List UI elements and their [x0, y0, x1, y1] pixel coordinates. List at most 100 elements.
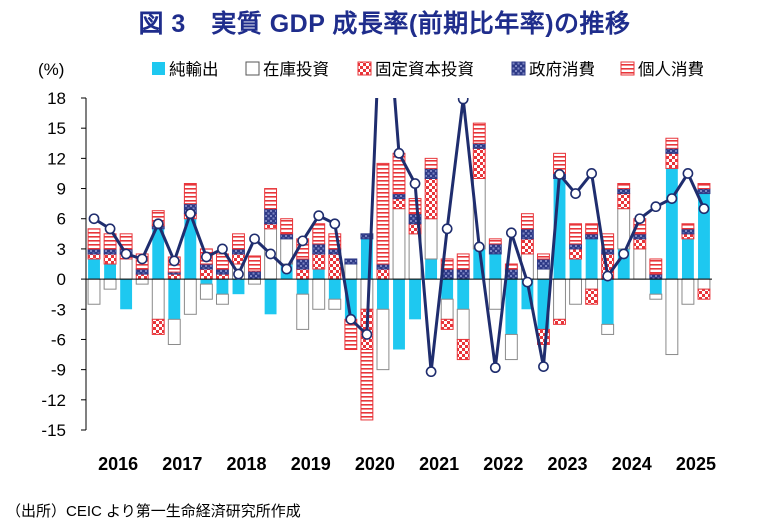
bar-fixed_investment: [392, 198, 406, 210]
bar-net_exports: [649, 279, 662, 295]
bar-fixed_investment: [553, 318, 566, 325]
gdp-point: [425, 366, 437, 378]
bar-government: [537, 258, 550, 270]
gdp-point: [554, 169, 565, 180]
bar-net_exports: [168, 279, 181, 320]
gdp-point: [698, 203, 710, 215]
x-tick-label: 2025: [676, 454, 716, 474]
chart-title: 図 3 実質 GDP 成長率(前期比年率)の推移: [138, 10, 631, 38]
bar-consumption: [569, 223, 583, 245]
bar-government: [296, 258, 310, 270]
bar-net_exports: [200, 279, 213, 285]
bar-government: [312, 243, 326, 255]
bar-consumption: [504, 263, 518, 270]
x-tick-label: 2018: [226, 454, 266, 474]
bar-government: [199, 263, 213, 270]
gdp-point: [602, 270, 614, 282]
bar-government: [520, 228, 534, 240]
bar-inventory: [183, 278, 197, 315]
bar-consumption: [537, 253, 550, 260]
bar-fixed_investment: [296, 268, 310, 280]
bar-fixed_investment: [167, 273, 181, 280]
bar-net_exports: [698, 193, 710, 280]
bar-net_exports: [537, 279, 550, 330]
bar-net_exports: [505, 279, 518, 335]
gdp-point: [152, 218, 164, 230]
bar-fixed_investment: [585, 288, 599, 305]
bar-inventory: [569, 278, 583, 305]
bar-inventory: [119, 258, 133, 280]
legend-label: 政府消費: [529, 60, 595, 79]
bar-government: [424, 167, 438, 179]
bar-government: [264, 208, 278, 225]
gdp-point: [618, 248, 630, 260]
bar-inventory: [199, 283, 213, 300]
bar-fixed_investment: [135, 273, 149, 280]
gdp-point: [650, 201, 662, 213]
bar-consumption: [248, 255, 261, 272]
bar-fixed_investment: [215, 273, 229, 280]
bar-net_exports: [585, 238, 598, 280]
bar-government: [456, 268, 470, 280]
bar-inventory: [215, 293, 229, 305]
bar-net_exports: [441, 279, 454, 300]
legend-label: 在庫投資: [263, 60, 329, 79]
bar-consumption: [424, 157, 438, 169]
gdp-point: [361, 329, 373, 340]
bar-net_exports: [521, 279, 534, 310]
bar-consumption: [617, 183, 631, 190]
bar-consumption: [472, 122, 486, 144]
bar-net_exports: [489, 253, 502, 280]
bar-government: [232, 248, 245, 255]
bar-net_exports: [553, 178, 566, 280]
gdp-point: [489, 362, 501, 374]
y-tick-label: 15: [47, 119, 66, 138]
legend: 純輸出 在庫投資 固定資本投資 政府消費 個人消費: [152, 60, 704, 79]
bar-net_exports: [312, 269, 325, 280]
bar-government: [665, 147, 679, 154]
bar-government: [649, 273, 663, 280]
gdp-line-group: [88, 98, 710, 378]
bar-fixed_investment: [472, 147, 486, 179]
legend-swatch: [511, 61, 526, 76]
gdp-point: [313, 210, 325, 222]
bar-net_exports: [473, 248, 486, 280]
bar-government: [569, 243, 583, 250]
bar-net_exports: [264, 279, 277, 315]
bar-inventory: [697, 278, 711, 290]
bar-consumption: [585, 223, 599, 235]
bar-government: [472, 142, 486, 149]
bar-government: [87, 248, 101, 255]
bar-inventory: [585, 278, 599, 290]
gdp-point: [104, 223, 116, 235]
bar-inventory: [392, 208, 406, 280]
gdp-point: [217, 243, 228, 255]
gdp-point: [233, 268, 244, 280]
bar-fixed_investment: [697, 288, 711, 300]
x-tick-label: 2021: [419, 454, 459, 474]
y-tick-label: -12: [41, 391, 66, 410]
bar-inventory: [376, 308, 390, 371]
bar-inventory: [344, 263, 358, 280]
legend-swatch: [620, 61, 635, 76]
bar-inventory: [440, 298, 454, 320]
bar-consumption: [264, 188, 278, 210]
bar-fixed_investment: [103, 253, 117, 265]
source-note: （出所）CEIC より第一生命経済研究所作成: [6, 503, 301, 520]
y-tick-label: -15: [41, 421, 66, 440]
x-tick-label: 2020: [355, 454, 395, 474]
bar-inventory: [649, 293, 663, 300]
bar-fixed_investment: [520, 238, 534, 255]
gdp-point: [120, 248, 132, 260]
bar-fixed_investment: [151, 318, 165, 335]
plot-area: 18 15 12 9 6 3 0 -3 -6 -9 -12 -15 2016 2017 2018 2019 20…: [41, 89, 716, 474]
bar-net_exports: [232, 279, 245, 295]
y-tick-label: -3: [51, 300, 66, 319]
x-tick-label: 2016: [98, 454, 138, 474]
y-tick-label: -9: [51, 361, 66, 380]
bars-group: [87, 122, 711, 421]
legend-label: 固定資本投資: [375, 60, 474, 79]
bar-fixed_investment: [456, 338, 470, 361]
gdp-point: [184, 208, 196, 220]
bar-net_exports: [681, 238, 694, 280]
